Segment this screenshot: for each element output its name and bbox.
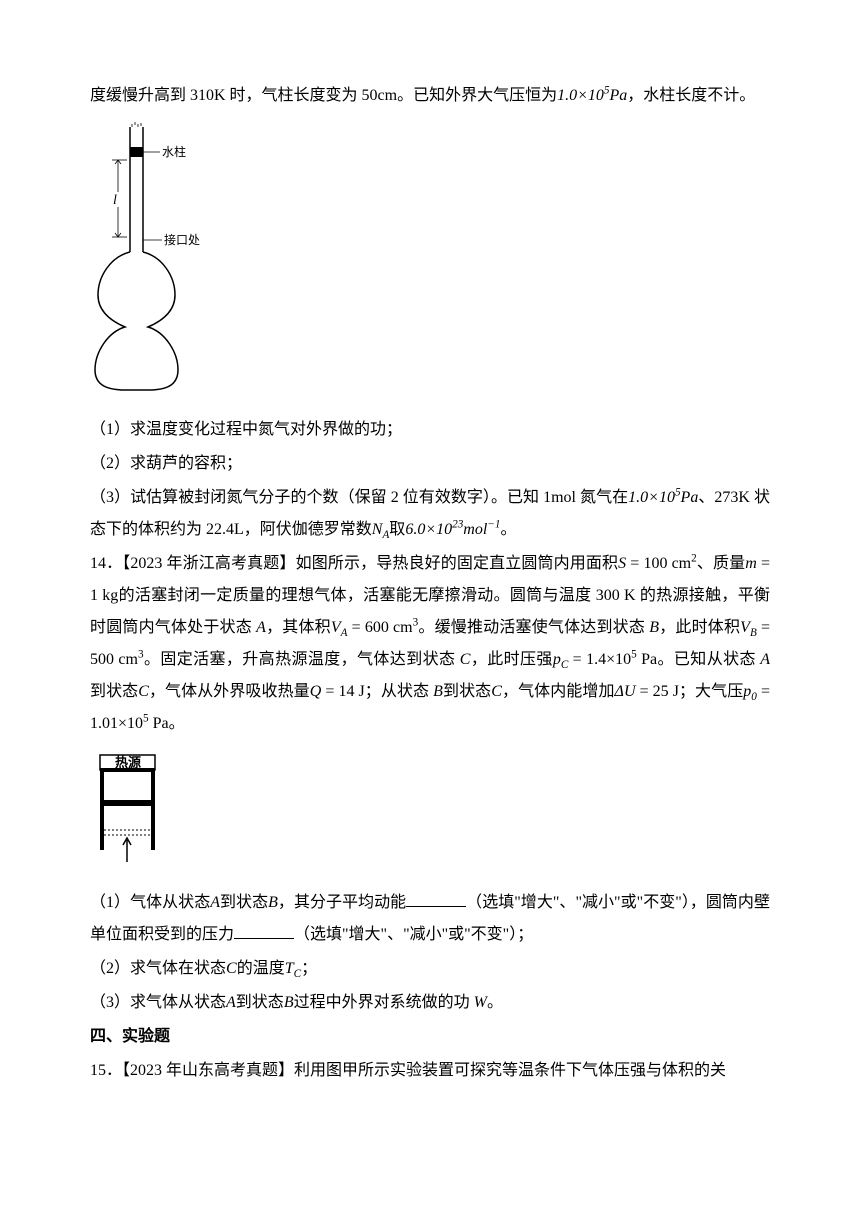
gourd-svg: 水柱 l 接口处: [90, 122, 220, 392]
water-label: 水柱: [162, 144, 186, 159]
intro-paragraph: 度缓慢升高到 310K 时，气柱长度变为 50cm。已知外界大气压恒为1.0×1…: [90, 80, 770, 112]
q13-sub1: （1）求温度变化过程中氮气对外界做的功；: [90, 414, 770, 446]
cylinder-figure: 热源: [90, 750, 770, 877]
blank-1: [406, 891, 466, 907]
q14-sub1: （1）气体从状态A到状态B，其分子平均动能（选填"增大"、"减小"或"不变"），…: [90, 887, 770, 951]
q14-sub3: （3）求气体从状态A到状态B过程中外界对系统做的功 W。: [90, 987, 770, 1019]
q15-stem: 15．【2023 年山东高考真题】利用图甲所示实验装置可探究等温条件下气体压强与…: [90, 1055, 770, 1087]
joint-label: 接口处: [164, 232, 200, 247]
q14-stem: 14．【2023 年浙江高考真题】如图所示，导热良好的固定直立圆筒内用面积S =…: [90, 548, 770, 740]
q13-sub2: （2）求葫芦的容积；: [90, 448, 770, 480]
q13-sub3: （3）试估算被封闭氮气分子的个数（保留 2 位有效数字）。已知 1mol 氮气在…: [90, 482, 770, 546]
cylinder-svg: 热源: [90, 750, 170, 865]
length-l-label: l: [113, 193, 117, 208]
intro-text-2: ，水柱长度不计。: [627, 87, 755, 104]
intro-formula: 1.0×105Pa: [557, 87, 627, 104]
heat-source-label: 热源: [115, 755, 141, 770]
q14-sub2: （2）求气体在状态C的温度TC；: [90, 953, 770, 985]
blank-2: [234, 923, 294, 939]
intro-text-1: 度缓慢升高到 310K 时，气柱长度变为 50cm。已知外界大气压恒为: [90, 87, 557, 104]
section-4-title: 四、实验题: [90, 1021, 770, 1053]
gourd-figure: 水柱 l 接口处: [90, 122, 770, 404]
